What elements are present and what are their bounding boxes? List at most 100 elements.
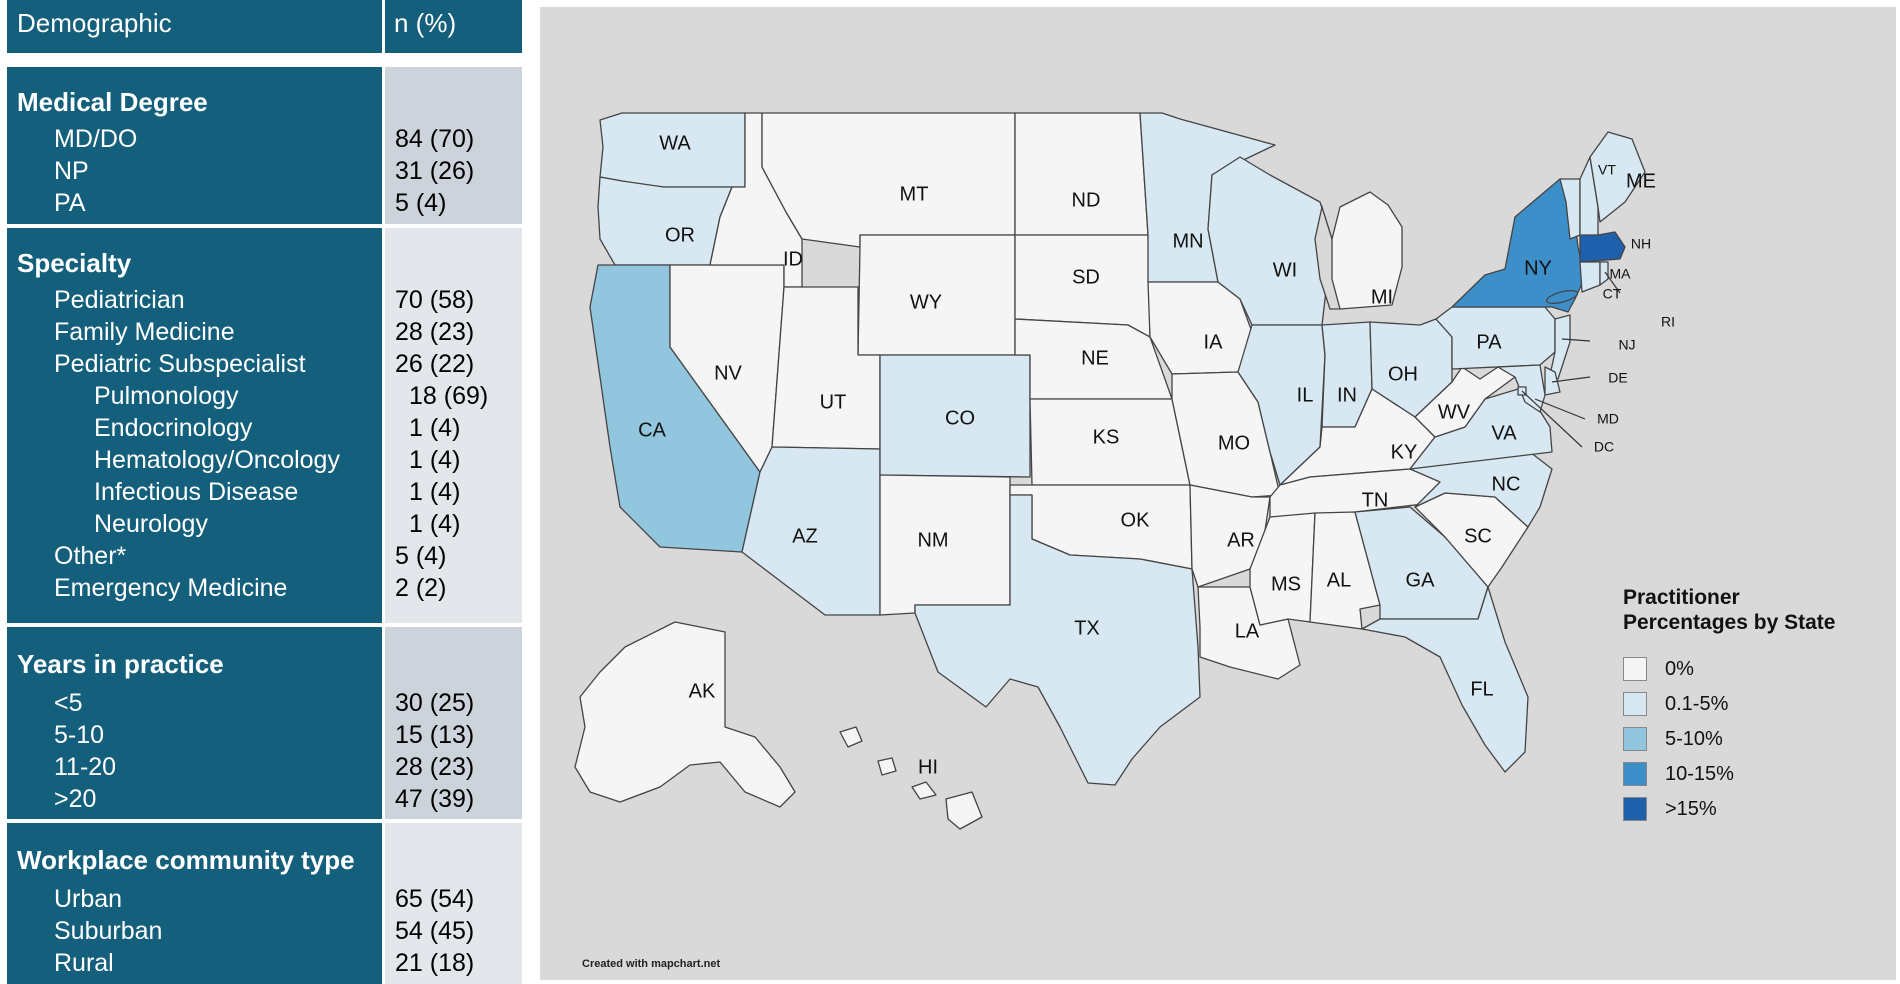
label-nd: ND bbox=[1072, 189, 1101, 211]
row-label: 5-10 bbox=[54, 721, 105, 749]
row-label: Hematology/Oncology bbox=[94, 446, 340, 474]
label-ne: NE bbox=[1081, 347, 1109, 369]
row-label: Family Medicine bbox=[54, 318, 235, 346]
label-wi: WI bbox=[1273, 259, 1297, 281]
row-value: 1 (4) bbox=[409, 446, 461, 474]
label-ia: IA bbox=[1204, 331, 1224, 353]
state-nd[interactable] bbox=[1014, 112, 1149, 236]
state-vt[interactable] bbox=[1559, 178, 1581, 240]
section-years-values: 30 (25) 15 (13) 28 (23) 47 (39) bbox=[385, 627, 522, 819]
row-label: Pediatric Subspecialist bbox=[54, 350, 306, 378]
row-label: PA bbox=[54, 189, 86, 217]
state-ny[interactable] bbox=[1451, 178, 1586, 313]
label-nj: NJ bbox=[1618, 337, 1635, 353]
row-value: 2 (2) bbox=[395, 574, 447, 602]
label-hi: HI bbox=[918, 756, 938, 778]
legend-swatch bbox=[1623, 762, 1647, 786]
label-ks: KS bbox=[1093, 426, 1120, 448]
state-hi-island bbox=[911, 781, 937, 800]
state-or[interactable] bbox=[597, 176, 733, 266]
label-wa: WA bbox=[659, 132, 691, 154]
state-ct[interactable] bbox=[1579, 261, 1601, 293]
us-choropleth-map: WA OR CA NV ID MT WY UT AZ CO NM ND SD N… bbox=[574, 112, 1675, 830]
label-nc: NC bbox=[1492, 473, 1521, 495]
row-label: Other* bbox=[54, 542, 127, 570]
state-de[interactable] bbox=[1544, 366, 1561, 396]
label-ak: AK bbox=[689, 680, 716, 702]
row-value: 1 (4) bbox=[409, 510, 461, 538]
label-in: IN bbox=[1337, 384, 1357, 406]
row-value: 31 (26) bbox=[395, 157, 475, 185]
section-medical-degree: Medical Degree MD/DO NP PA bbox=[7, 67, 382, 224]
state-nj[interactable] bbox=[1549, 314, 1571, 380]
row-label: <5 bbox=[54, 689, 83, 717]
state-tx[interactable] bbox=[914, 494, 1201, 786]
label-tx: TX bbox=[1074, 617, 1100, 639]
row-label: Emergency Medicine bbox=[54, 574, 288, 602]
label-ct: CT bbox=[1603, 286, 1622, 302]
row-label: Suburban bbox=[54, 917, 163, 945]
legend-label: 0.1-5% bbox=[1665, 693, 1729, 715]
label-ky: KY bbox=[1391, 441, 1418, 463]
row-label: Pediatrician bbox=[54, 286, 185, 314]
state-hi-island bbox=[945, 791, 983, 830]
label-mt: MT bbox=[900, 183, 929, 205]
state-co[interactable] bbox=[879, 354, 1031, 478]
label-nv: NV bbox=[714, 362, 742, 384]
state-mt[interactable] bbox=[761, 112, 1016, 248]
legend-swatch bbox=[1623, 727, 1647, 751]
row-value: 18 (69) bbox=[409, 382, 489, 410]
state-hi[interactable] bbox=[839, 726, 863, 748]
label-mn: MN bbox=[1172, 230, 1203, 252]
row-value: 28 (23) bbox=[395, 753, 475, 781]
row-value: 5 (4) bbox=[395, 542, 447, 570]
legend-label: 5-10% bbox=[1665, 728, 1723, 750]
label-ga: GA bbox=[1406, 569, 1436, 591]
leader-dc bbox=[1521, 390, 1583, 448]
row-label: Neurology bbox=[94, 510, 208, 538]
label-me: ME bbox=[1626, 170, 1656, 192]
row-label: >20 bbox=[54, 785, 97, 813]
leader-de bbox=[1551, 376, 1591, 383]
state-hi-island bbox=[877, 757, 897, 776]
label-ny: NY bbox=[1524, 257, 1552, 279]
row-value: 28 (23) bbox=[395, 318, 475, 346]
label-az: AZ bbox=[792, 525, 818, 547]
label-wv: WV bbox=[1438, 401, 1471, 423]
section-years-in-practice: Years in practice <5 5-10 11-20 >20 bbox=[7, 627, 382, 819]
label-mi: MI bbox=[1371, 286, 1393, 308]
label-ca: CA bbox=[638, 419, 666, 441]
label-ut: UT bbox=[820, 391, 847, 413]
section-title: Workplace community type bbox=[17, 845, 355, 875]
state-ma[interactable] bbox=[1579, 231, 1626, 263]
section-title: Years in practice bbox=[17, 649, 224, 679]
map-credit: Created with mapchart.net bbox=[582, 958, 721, 970]
legend-label: 10-15% bbox=[1665, 763, 1734, 785]
state-ri[interactable] bbox=[1599, 261, 1609, 286]
label-vt: VT bbox=[1598, 162, 1616, 178]
row-label: Pulmonology bbox=[94, 382, 239, 410]
state-me[interactable] bbox=[1589, 131, 1646, 223]
state-nh[interactable] bbox=[1579, 156, 1599, 238]
label-va: VA bbox=[1491, 422, 1517, 444]
row-label: Endocrinology bbox=[94, 414, 253, 442]
header-n-label: n (%) bbox=[394, 8, 457, 38]
long-island bbox=[1545, 289, 1579, 305]
row-label: NP bbox=[54, 157, 89, 185]
label-ma: MA bbox=[1610, 266, 1632, 282]
state-nc[interactable] bbox=[1409, 451, 1553, 528]
label-dc: DC bbox=[1594, 439, 1614, 455]
state-fl[interactable] bbox=[1361, 586, 1529, 773]
legend-swatch bbox=[1623, 797, 1647, 821]
label-de: DE bbox=[1608, 370, 1627, 386]
state-ak[interactable] bbox=[574, 621, 796, 808]
row-label: MD/DO bbox=[54, 125, 138, 153]
label-nm: NM bbox=[917, 529, 948, 551]
label-mo: MO bbox=[1218, 432, 1250, 454]
state-ms[interactable] bbox=[1249, 512, 1316, 626]
label-id: ID bbox=[783, 248, 803, 270]
row-value: 26 (22) bbox=[395, 350, 475, 378]
section-workplace-values: 65 (54) 54 (45) 21 (18) bbox=[385, 823, 522, 984]
legend-title: Practitioner Percentages by State bbox=[1623, 586, 1836, 634]
legend-label: 0% bbox=[1665, 658, 1694, 680]
